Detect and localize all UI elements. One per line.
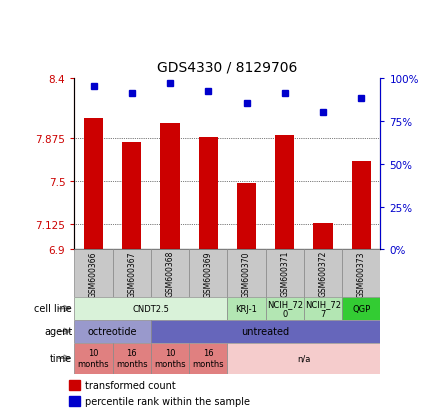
Text: time: time xyxy=(50,353,72,363)
Bar xyxy=(342,297,380,320)
Text: NCIH_72
7: NCIH_72 7 xyxy=(305,299,341,318)
Bar xyxy=(69,396,80,406)
Bar xyxy=(342,250,380,297)
Text: KRJ-1: KRJ-1 xyxy=(235,304,258,313)
Bar xyxy=(74,320,151,343)
Text: 16
months: 16 months xyxy=(116,349,147,368)
Bar xyxy=(151,250,189,297)
Bar xyxy=(266,250,304,297)
Bar xyxy=(151,320,380,343)
Text: octreotide: octreotide xyxy=(88,326,137,337)
Bar xyxy=(237,184,256,250)
Text: NCIH_72
0: NCIH_72 0 xyxy=(267,299,303,318)
Bar xyxy=(74,297,227,320)
Bar xyxy=(304,297,342,320)
Text: cell line: cell line xyxy=(34,304,72,314)
Text: transformed count: transformed count xyxy=(85,380,176,389)
Text: GSM600372: GSM600372 xyxy=(318,250,328,297)
Bar xyxy=(84,119,103,250)
Text: GSM600368: GSM600368 xyxy=(165,250,175,297)
Text: GSM600369: GSM600369 xyxy=(204,250,213,297)
Text: agent: agent xyxy=(44,326,72,337)
Text: 10
months: 10 months xyxy=(78,349,109,368)
Bar xyxy=(74,250,113,297)
Bar xyxy=(227,343,380,374)
Bar xyxy=(122,142,141,250)
Bar xyxy=(266,297,304,320)
Text: GSM600371: GSM600371 xyxy=(280,250,289,297)
Bar xyxy=(198,138,218,250)
Title: GDS4330 / 8129706: GDS4330 / 8129706 xyxy=(157,61,298,74)
Bar xyxy=(304,250,342,297)
Bar xyxy=(227,297,266,320)
Bar xyxy=(275,135,294,250)
Text: GSM600370: GSM600370 xyxy=(242,250,251,297)
Bar xyxy=(189,250,227,297)
Bar xyxy=(69,380,80,389)
Text: GSM600373: GSM600373 xyxy=(357,250,366,297)
Text: QGP: QGP xyxy=(352,304,370,313)
Bar xyxy=(313,223,332,250)
Text: untreated: untreated xyxy=(241,326,290,337)
Text: n/a: n/a xyxy=(297,354,311,363)
Bar xyxy=(189,343,227,374)
Text: 16
months: 16 months xyxy=(193,349,224,368)
Text: 10
months: 10 months xyxy=(154,349,186,368)
Text: GSM600366: GSM600366 xyxy=(89,250,98,297)
Text: GSM600367: GSM600367 xyxy=(127,250,136,297)
Bar xyxy=(227,250,266,297)
Bar xyxy=(74,343,113,374)
Bar xyxy=(160,124,179,250)
Bar xyxy=(113,250,151,297)
Bar xyxy=(351,162,371,250)
Text: percentile rank within the sample: percentile rank within the sample xyxy=(85,396,250,406)
Bar xyxy=(113,343,151,374)
Bar xyxy=(151,343,189,374)
Text: CNDT2.5: CNDT2.5 xyxy=(133,304,169,313)
